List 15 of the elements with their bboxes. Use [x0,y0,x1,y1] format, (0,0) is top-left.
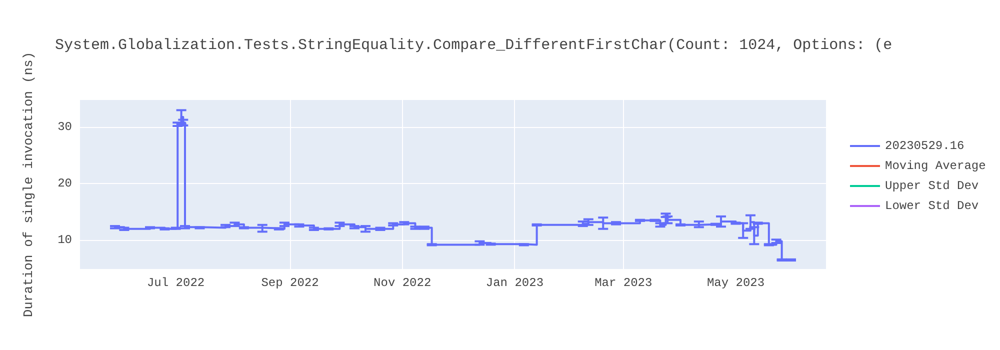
x-tick-label: May 2023 [706,276,765,290]
x-tick-label: Mar 2023 [594,276,652,290]
chart-title: System.Globalization.Tests.StringEquality.Compare_DifferentFirstChar(Count: 1024, Options: (e [55,37,892,54]
y-axis-title: Duration of single invocation (ns) [21,52,36,318]
y-tick-label: 10 [58,233,72,248]
y-tick-label: 30 [58,120,72,134]
legend-label: Moving Average [885,159,986,173]
legend-label: 20230529.16 [885,139,964,153]
x-tick-label: Jan 2023 [486,276,544,290]
x-tick-label: Nov 2022 [374,276,432,290]
legend-label: Upper Std Dev [885,179,979,193]
legend-label: Lower Std Dev [885,199,979,213]
x-tick-label: Sep 2022 [261,276,319,290]
x-tick-label: Jul 2022 [146,276,205,290]
y-tick-label: 20 [58,176,72,191]
